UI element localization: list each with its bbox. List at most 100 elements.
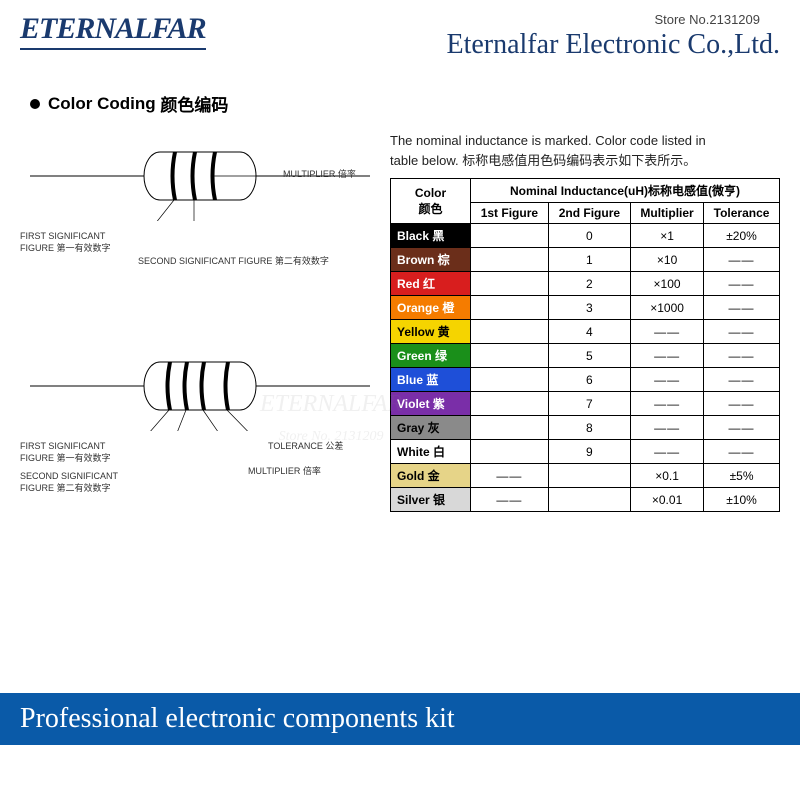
table-cell: ——	[704, 440, 780, 464]
table-row: Brown 棕 1×10——	[391, 248, 780, 272]
table-cell: 7	[548, 392, 630, 416]
color-name-cell: Red 红	[391, 272, 471, 296]
table-cell	[471, 344, 549, 368]
table-cell: ±10%	[704, 488, 780, 512]
table-cell: ×0.1	[631, 464, 704, 488]
color-name-cell: Violet 紫	[391, 392, 471, 416]
logo: ETERNALFAR	[20, 12, 206, 50]
table-cell: ——	[631, 368, 704, 392]
table-cell	[471, 392, 549, 416]
table-cell: ——	[704, 416, 780, 440]
table-body: Black 黑0×1±20%Brown 棕1×10——Red 红2×100——O…	[391, 224, 780, 512]
footer-banner: Professional electronic components kit	[0, 693, 800, 745]
table-cell: ——	[471, 464, 549, 488]
d2-label-second: SECOND SIGNIFICANT FIGURE 第二有效数字	[20, 471, 118, 494]
table-note: The nominal inductance is marked. Color …	[390, 131, 780, 170]
table-cell: ——	[631, 416, 704, 440]
table-section: The nominal inductance is marked. Color …	[390, 131, 780, 551]
th-tol: Tolerance	[704, 203, 780, 224]
d2-label-first: FIRST SIGNIFICANT FIGURE 第一有效数字	[20, 441, 111, 464]
th-inductance: Nominal Inductance(uH)标称电感值(微亨)	[471, 179, 780, 203]
table-cell: ×1000	[631, 296, 704, 320]
table-cell: 8	[548, 416, 630, 440]
table-cell: ——	[704, 392, 780, 416]
table-row: Orange 橙 3×1000——	[391, 296, 780, 320]
table-cell: 4	[548, 320, 630, 344]
table-row: Black 黑0×1±20%	[391, 224, 780, 248]
table-cell: 1	[548, 248, 630, 272]
d2-label-tol: TOLERANCE 公差	[268, 441, 343, 453]
d1-label-second: SECOND SIGNIFICANT FIGURE 第二有效数字	[138, 256, 329, 268]
table-cell: 2	[548, 272, 630, 296]
table-cell: ×10	[631, 248, 704, 272]
diagram-3band: FIRST SIGNIFICANT FIGURE 第一有效数字 SECOND S…	[20, 131, 380, 321]
table-cell: 3	[548, 296, 630, 320]
table-cell	[548, 464, 630, 488]
table-cell: ±5%	[704, 464, 780, 488]
table-cell: ——	[704, 320, 780, 344]
color-name-cell: Blue 蓝	[391, 368, 471, 392]
d1-label-first: FIRST SIGNIFICANT FIGURE 第一有效数字	[20, 231, 111, 254]
d1-label-mult: MULTIPLIER 倍率	[283, 169, 356, 181]
table-cell: ——	[631, 320, 704, 344]
table-row: Violet 紫7————	[391, 392, 780, 416]
table-cell: 0	[548, 224, 630, 248]
color-name-cell: Yellow 黄	[391, 320, 471, 344]
table-cell	[471, 416, 549, 440]
table-row: Green 绿5————	[391, 344, 780, 368]
table-cell	[471, 368, 549, 392]
table-cell: ×0.01	[631, 488, 704, 512]
section-title: Color Coding 颜色编码	[0, 61, 800, 131]
header: ETERNALFAR Store No.2131209 Eternalfar E…	[0, 0, 800, 61]
table-row: Silver 银—— ×0.01±10%	[391, 488, 780, 512]
table-row: White 白9————	[391, 440, 780, 464]
table-cell: 6	[548, 368, 630, 392]
table-cell	[471, 440, 549, 464]
color-name-cell: Orange 橙	[391, 296, 471, 320]
inductor-4band-svg	[20, 341, 380, 431]
table-cell: ——	[704, 368, 780, 392]
th-color: Color 颜色	[391, 179, 471, 224]
diagram-4band: FIRST SIGNIFICANT FIGURE 第一有效数字 SECOND S…	[20, 341, 380, 531]
d2-label-mult: MULTIPLIER 倍率	[248, 466, 321, 478]
table-cell: ——	[631, 344, 704, 368]
table-row: Blue 蓝6————	[391, 368, 780, 392]
color-name-cell: Black 黑	[391, 224, 471, 248]
header-right: Store No.2131209 Eternalfar Electronic C…	[446, 12, 780, 61]
table-cell: ——	[704, 248, 780, 272]
color-name-cell: Green 绿	[391, 344, 471, 368]
table-cell: ——	[704, 272, 780, 296]
table-row: Gold 金—— ×0.1±5%	[391, 464, 780, 488]
diagrams: FIRST SIGNIFICANT FIGURE 第一有效数字 SECOND S…	[20, 131, 390, 551]
table-cell: ——	[704, 296, 780, 320]
color-name-cell: Gold 金	[391, 464, 471, 488]
table-cell: ±20%	[704, 224, 780, 248]
table-cell	[471, 320, 549, 344]
table-row: Gray 灰8————	[391, 416, 780, 440]
th-fig2: 2nd Figure	[548, 203, 630, 224]
color-name-cell: Gray 灰	[391, 416, 471, 440]
color-code-table: Color 颜色 Nominal Inductance(uH)标称电感值(微亨)…	[390, 178, 780, 512]
table-cell	[548, 488, 630, 512]
color-name-cell: Brown 棕	[391, 248, 471, 272]
table-cell	[471, 224, 549, 248]
table-row: Yellow 黄4————	[391, 320, 780, 344]
table-cell: ——	[704, 344, 780, 368]
table-cell	[471, 296, 549, 320]
company-name: Eternalfar Electronic Co.,Ltd.	[446, 29, 780, 61]
table-cell: ——	[471, 488, 549, 512]
table-cell: 5	[548, 344, 630, 368]
content: FIRST SIGNIFICANT FIGURE 第一有效数字 SECOND S…	[0, 131, 800, 551]
th-fig1: 1st Figure	[471, 203, 549, 224]
bullet-icon	[30, 99, 40, 109]
table-cell: ×100	[631, 272, 704, 296]
th-mult: Multiplier	[631, 203, 704, 224]
store-number: Store No.2131209	[446, 12, 780, 27]
color-name-cell: White 白	[391, 440, 471, 464]
table-cell: ——	[631, 392, 704, 416]
table-cell	[471, 248, 549, 272]
table-cell	[471, 272, 549, 296]
table-row: Red 红 2×100——	[391, 272, 780, 296]
table-cell: 9	[548, 440, 630, 464]
color-name-cell: Silver 银	[391, 488, 471, 512]
